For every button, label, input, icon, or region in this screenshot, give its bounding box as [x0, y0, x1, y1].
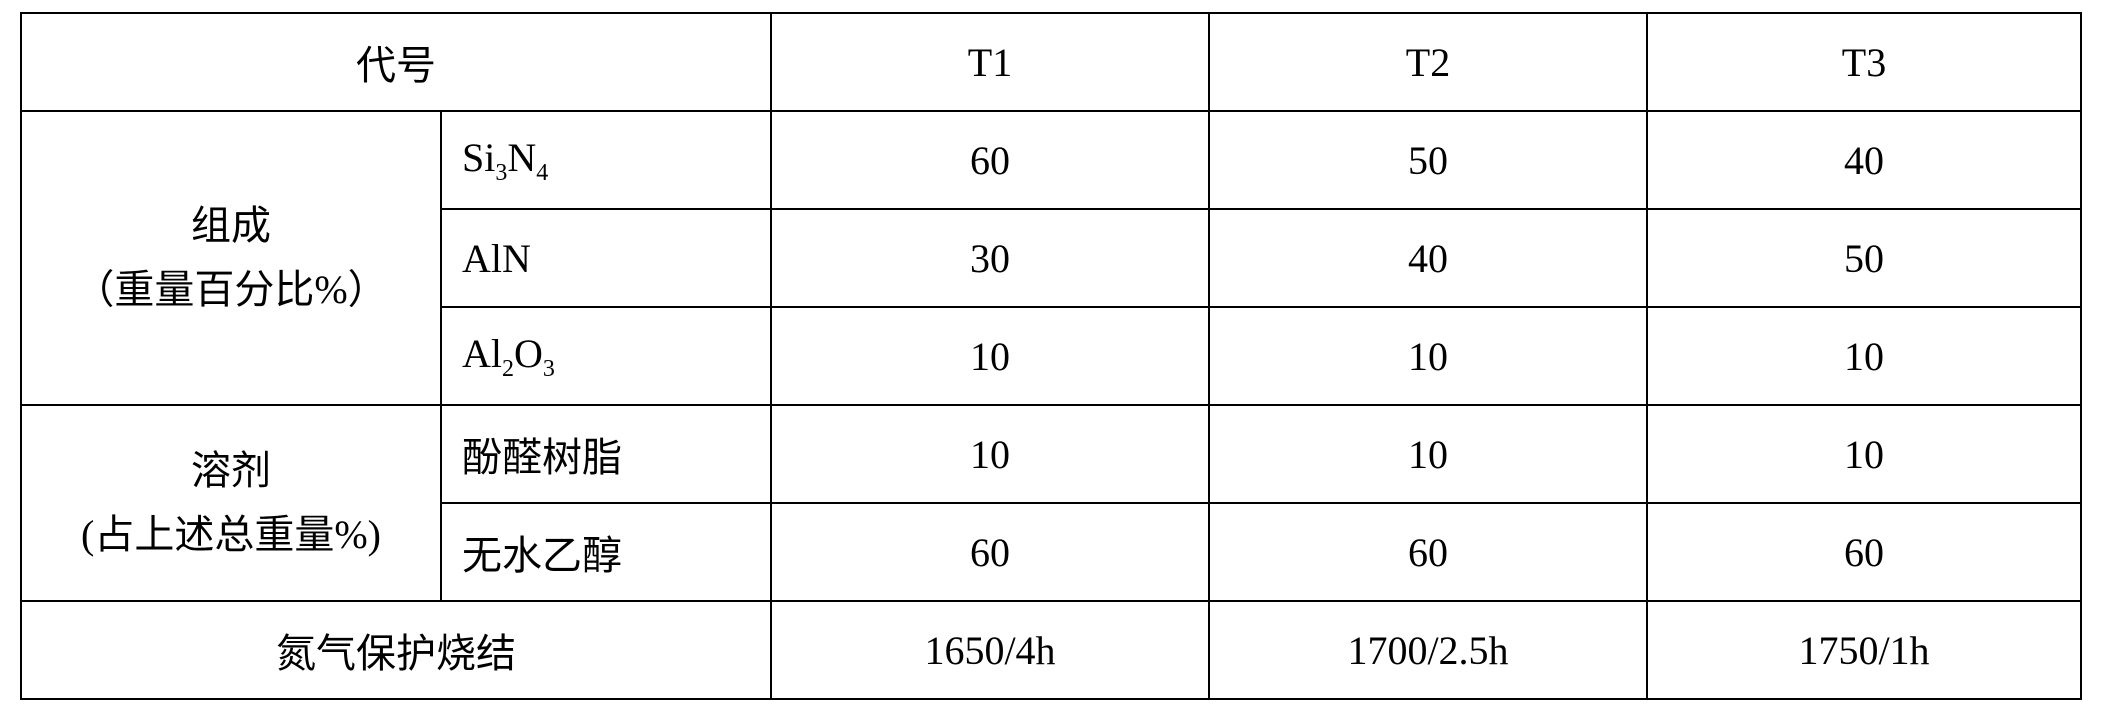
- table-row: 溶剂 (占上述总重量%) 酚醛树脂 10 10 10: [21, 405, 2081, 503]
- header-t1: T1: [771, 13, 1209, 111]
- composition-t1-0: 60: [771, 111, 1209, 209]
- solvent-group-label: 溶剂 (占上述总重量%): [21, 405, 441, 601]
- composition-t1-2: 10: [771, 307, 1209, 405]
- composition-t3-0: 40: [1647, 111, 2081, 209]
- solvent-t3-0: 10: [1647, 405, 2081, 503]
- header-t2: T2: [1209, 13, 1647, 111]
- table-row: 氮气保护烧结 1650/4h 1700/2.5h 1750/1h: [21, 601, 2081, 699]
- sintering-t2: 1700/2.5h: [1209, 601, 1647, 699]
- composition-group-label: 组成 （重量百分比%）: [21, 111, 441, 405]
- composition-t2-0: 50: [1209, 111, 1647, 209]
- solvent-t2-1: 60: [1209, 503, 1647, 601]
- sintering-label: 氮气保护烧结: [21, 601, 771, 699]
- solvent-t3-1: 60: [1647, 503, 2081, 601]
- solvent-label-line2: (占上述总重量%): [81, 512, 381, 557]
- composition-t2-1: 40: [1209, 209, 1647, 307]
- header-t3: T3: [1647, 13, 2081, 111]
- composition-t1-1: 30: [771, 209, 1209, 307]
- composition-t2-2: 10: [1209, 307, 1647, 405]
- table-row: 代号 T1 T2 T3: [21, 13, 2081, 111]
- header-designation: 代号: [21, 13, 771, 111]
- composition-t3-1: 50: [1647, 209, 2081, 307]
- solvent-t1-0: 10: [771, 405, 1209, 503]
- solvent-t2-0: 10: [1209, 405, 1647, 503]
- composition-name-1: AlN: [441, 209, 771, 307]
- sintering-t1: 1650/4h: [771, 601, 1209, 699]
- composition-label-line2: （重量百分比%）: [74, 267, 387, 312]
- materials-table: 代号 T1 T2 T3 组成 （重量百分比%） Si3N4 60 50 40 A…: [20, 12, 2082, 700]
- solvent-label-line1: 溶剂: [191, 448, 271, 493]
- table-row: 组成 （重量百分比%） Si3N4 60 50 40: [21, 111, 2081, 209]
- solvent-name-0: 酚醛树脂: [441, 405, 771, 503]
- composition-name-2: Al2O3: [441, 307, 771, 405]
- composition-t3-2: 10: [1647, 307, 2081, 405]
- solvent-t1-1: 60: [771, 503, 1209, 601]
- solvent-name-1: 无水乙醇: [441, 503, 771, 601]
- composition-name-0: Si3N4: [441, 111, 771, 209]
- sintering-t3: 1750/1h: [1647, 601, 2081, 699]
- composition-label-line1: 组成: [191, 203, 271, 248]
